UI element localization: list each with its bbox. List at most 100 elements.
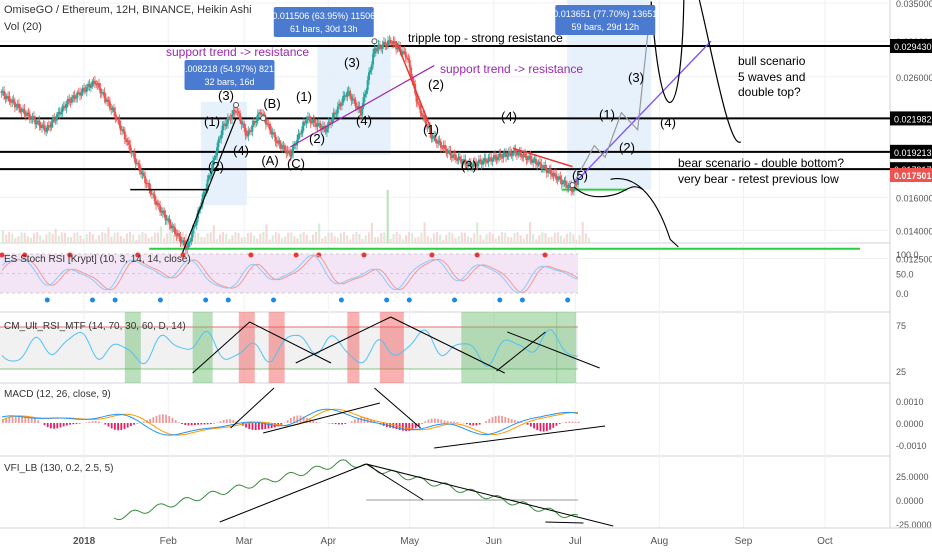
candle-body <box>189 242 191 243</box>
pane-tick-label: 75 <box>896 321 906 331</box>
macd-histogram-bar <box>511 419 513 423</box>
volume-bar <box>235 232 237 243</box>
wave-label: (4) <box>660 115 676 130</box>
volume-bar <box>18 236 20 243</box>
volume-bar <box>148 238 150 243</box>
macd-histogram-bar <box>204 423 206 424</box>
price-tag: 0.029430 <box>890 39 932 53</box>
pane-tick-label: -0.0010 <box>896 441 927 451</box>
volume-bar <box>377 237 379 243</box>
volume-bar <box>483 240 485 243</box>
annotation-text: very bear - retest previous low <box>678 172 839 186</box>
volume-bar <box>371 223 373 243</box>
macd-histogram-bar <box>156 416 158 423</box>
candle-body <box>506 156 508 157</box>
candle-body <box>216 147 218 155</box>
candle-body <box>158 203 160 205</box>
volume-bar <box>464 233 466 243</box>
annotation-text: bull scenario <box>738 54 806 68</box>
volume-bar <box>396 232 398 243</box>
candle-body <box>56 114 58 120</box>
candle-body <box>532 159 534 162</box>
macd-histogram-bar <box>12 417 14 423</box>
volume-bar <box>340 233 342 243</box>
stoch-dot <box>429 253 434 258</box>
volume-bar <box>452 233 454 243</box>
candle-body <box>91 81 93 86</box>
volume-bar <box>14 238 16 243</box>
volume-bar <box>154 233 156 243</box>
stoch-dot <box>113 298 118 303</box>
volume-bar <box>346 235 348 243</box>
time-tick-label: Jun <box>486 536 502 547</box>
volume-bar <box>107 228 109 243</box>
macd-histogram-bar <box>149 419 151 423</box>
volume-bar <box>138 235 140 243</box>
candle-body <box>382 45 384 49</box>
macd-histogram-bar <box>287 420 289 423</box>
pane-tick-label: 50.0 <box>896 270 914 280</box>
volume-bar <box>520 235 522 243</box>
volume-bar <box>380 233 382 243</box>
volume-bar <box>33 233 35 243</box>
candle-body <box>220 135 222 139</box>
candle-body <box>179 237 181 243</box>
candle-body <box>80 92 82 95</box>
wave-label: (4) <box>356 113 372 128</box>
volume-bar <box>355 232 357 243</box>
wave-marker <box>372 39 377 44</box>
volume-bar <box>563 239 565 243</box>
stoch-dot <box>45 298 50 303</box>
stoch-dot <box>497 298 502 303</box>
volume-bar <box>566 234 568 243</box>
candle-body <box>98 83 100 88</box>
candle-body <box>36 122 38 125</box>
volume-bar <box>129 232 131 243</box>
candle-body <box>45 131 47 132</box>
volume-bar <box>101 232 103 243</box>
macd-histogram-bar <box>335 423 337 424</box>
volume-bar <box>160 226 162 243</box>
rsi-signal-band <box>556 312 576 383</box>
stoch-dot <box>203 298 208 303</box>
candle-body <box>364 94 366 97</box>
candle-body <box>204 192 206 193</box>
volume-bar <box>173 235 175 243</box>
price-tick-label: 0.016000 <box>896 193 932 203</box>
candle-body <box>306 120 308 123</box>
candle-body <box>143 173 145 176</box>
volume-bar <box>290 232 292 243</box>
macd-histogram-bar <box>120 423 122 430</box>
candle-body <box>311 122 313 123</box>
candle-body <box>379 45 381 47</box>
volume-bar <box>328 232 330 243</box>
volume-bar <box>324 236 326 243</box>
macd-histogram-bar <box>261 423 263 429</box>
time-tick-label: Apr <box>321 536 337 547</box>
candle-body <box>209 175 211 176</box>
candle-body <box>122 129 124 131</box>
volume-bar <box>132 235 134 243</box>
macd-histogram-bar <box>92 421 94 423</box>
candle-body <box>447 152 449 154</box>
macd-histogram-bar <box>69 423 71 425</box>
macd-histogram-bar <box>530 423 532 427</box>
volume-bar <box>321 238 323 243</box>
volume-bar <box>352 234 354 243</box>
macd-histogram-bar <box>191 423 193 425</box>
candle-body <box>139 164 141 171</box>
macd-histogram-bar <box>453 422 455 423</box>
pane-title: VFI_LB (130, 0.2, 2.5, 5) <box>4 463 114 474</box>
volume-bar <box>55 229 57 243</box>
stoch-dot <box>158 298 163 303</box>
volume-bar <box>588 238 590 243</box>
macd-histogram-bar <box>447 421 449 423</box>
volume-bar <box>39 235 41 243</box>
time-tick-label: Oct <box>817 536 833 547</box>
volume-bar <box>399 234 401 243</box>
candle-body <box>542 168 544 169</box>
